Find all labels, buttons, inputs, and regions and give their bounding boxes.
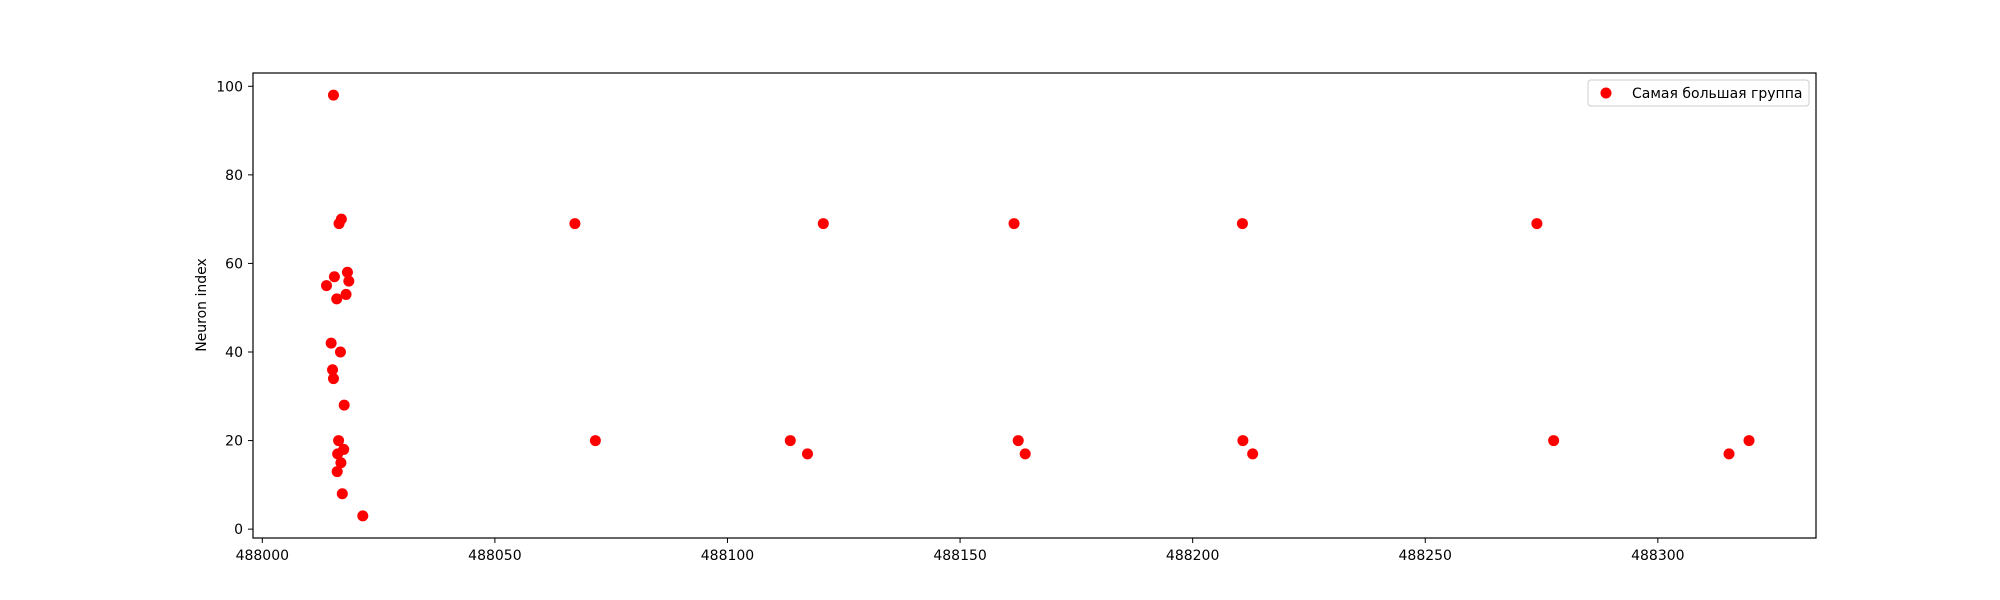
data-point <box>1247 448 1259 460</box>
data-point <box>1237 435 1249 447</box>
data-point <box>341 266 353 278</box>
y-axis: 0 20 40 60 80 100 <box>216 79 253 538</box>
x-tick-label: 488050 <box>468 548 521 564</box>
data-point <box>817 218 829 230</box>
y-tick-label: 40 <box>225 345 243 361</box>
data-point <box>1743 435 1755 447</box>
data-point <box>327 89 339 101</box>
data-point <box>1723 448 1735 460</box>
data-point <box>325 337 337 349</box>
data-point <box>328 271 340 283</box>
y-axis-label: Neuron index <box>194 258 210 352</box>
legend-marker <box>1600 87 1612 99</box>
data-point <box>334 346 346 358</box>
data-point <box>569 218 581 230</box>
data-point <box>343 275 355 287</box>
data-point <box>333 218 345 230</box>
data-point <box>332 448 344 460</box>
data-point <box>1548 435 1560 447</box>
data-point <box>784 435 796 447</box>
x-tick-label: 488300 <box>1631 548 1684 564</box>
data-point <box>331 466 343 478</box>
points-layer <box>320 89 1755 522</box>
x-tick-label: 488000 <box>236 548 289 564</box>
legend-label: Самая большая группа <box>1632 86 1802 102</box>
data-point <box>331 293 343 305</box>
x-tick-label: 488250 <box>1399 548 1452 564</box>
legend-box <box>1587 79 1810 107</box>
data-point <box>1236 218 1248 230</box>
data-point <box>336 488 348 500</box>
y-tick-label: 60 <box>225 256 243 272</box>
data-point <box>1019 448 1031 460</box>
data-point <box>357 510 369 522</box>
y-tick-label: 20 <box>225 434 243 450</box>
data-point <box>335 457 347 469</box>
data-point <box>801 448 813 460</box>
y-tick-label: 100 <box>216 79 243 95</box>
x-tick-label: 488100 <box>701 548 754 564</box>
legend: Самая большая группа <box>1587 79 1810 107</box>
data-point <box>333 435 345 447</box>
x-axis: 488000 488050 488100 488150 488200 488250 4883… <box>236 538 1685 564</box>
data-point <box>589 435 601 447</box>
y-tick-label: 80 <box>225 168 243 184</box>
data-point <box>1531 218 1543 230</box>
data-point <box>320 280 332 292</box>
data-point <box>340 288 352 300</box>
x-tick-label: 488200 <box>1166 548 1219 564</box>
data-point <box>1012 435 1024 447</box>
data-point <box>327 373 339 385</box>
data-point <box>1008 218 1020 230</box>
x-tick-label: 488150 <box>933 548 986 564</box>
data-point <box>338 399 350 411</box>
data-point <box>327 364 339 376</box>
plot-frame <box>252 72 1817 539</box>
y-tick-label: 0 <box>234 522 243 538</box>
